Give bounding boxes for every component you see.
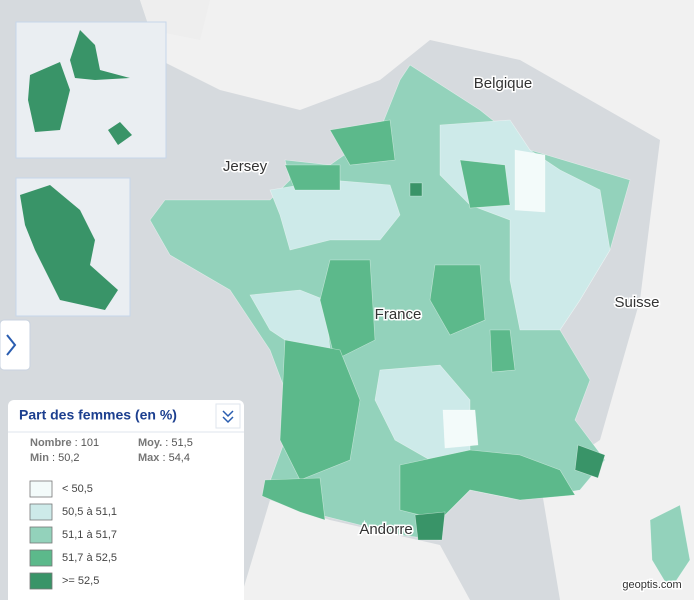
legend-panel: [8, 400, 244, 605]
land: [140, 0, 694, 600]
island: [20, 185, 118, 310]
legend-title: Part des femmes (en %): [19, 407, 177, 423]
department: [329, 119, 396, 166]
legend-label: >= 52,5: [62, 575, 99, 587]
stat: Max : 54,4: [138, 452, 190, 464]
department: [429, 264, 486, 336]
attribution: geoptis.com: [622, 579, 681, 591]
department: [574, 444, 606, 479]
legend-swatch: [29, 480, 53, 498]
legend-label: 51,7 à 52,5: [62, 552, 117, 564]
stat-label: Max: [138, 452, 160, 464]
department: [279, 339, 361, 481]
place-label: Andorre: [359, 521, 412, 538]
stat: Moy. : 51,5: [138, 437, 193, 449]
stat-label: Min: [30, 452, 49, 464]
department: [261, 477, 326, 521]
department: [514, 149, 546, 213]
stat-label: Moy.: [138, 437, 162, 449]
place-label: Jersey: [223, 158, 268, 175]
stat-value: : 51,5: [162, 437, 193, 449]
place-label: Belgique: [474, 75, 532, 92]
department: [284, 164, 341, 191]
legend-swatch: [29, 549, 53, 567]
land: [240, 500, 470, 600]
stat-value: : 54,4: [159, 452, 190, 464]
collapse-icon: [222, 410, 234, 424]
department: [319, 259, 376, 361]
legend-swatch: [29, 503, 53, 521]
department: [409, 182, 423, 197]
stat: Nombre : 101: [30, 437, 99, 449]
department: [489, 329, 516, 373]
stat-label: Nombre: [30, 437, 72, 449]
legend-swatch: [29, 526, 53, 544]
department: [459, 159, 511, 209]
department: [269, 179, 401, 251]
chevron-icon: [6, 334, 17, 356]
stat-value: : 101: [72, 437, 100, 449]
stat-value: : 50,2: [49, 452, 80, 464]
island: [28, 30, 132, 145]
department: [649, 504, 691, 591]
place-label: Suisse: [614, 294, 659, 311]
department: [442, 409, 479, 449]
stat: Min : 50,2: [30, 452, 80, 464]
department: [414, 511, 446, 541]
legend-swatch: [29, 572, 53, 590]
legend-label: 50,5 à 51,1: [62, 506, 117, 518]
legend-label: 51,1 à 51,7: [62, 529, 117, 541]
legend-label: < 50,5: [62, 483, 93, 495]
place-label: France: [375, 306, 422, 323]
